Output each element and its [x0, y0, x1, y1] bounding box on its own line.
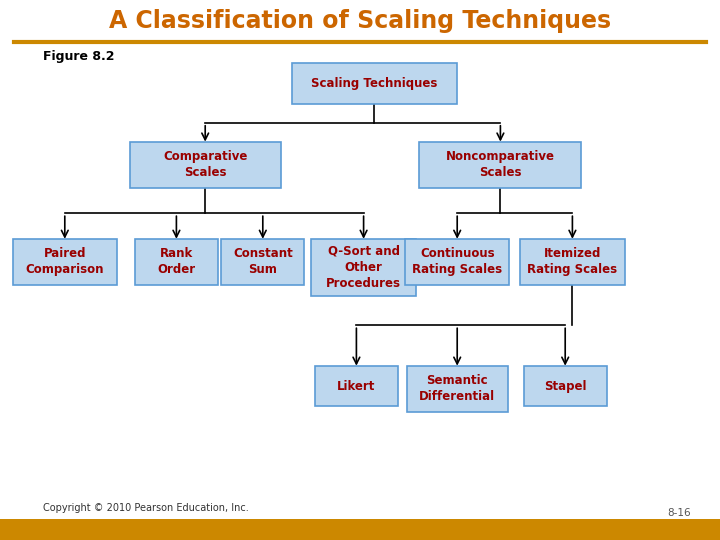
- Text: Continuous
Rating Scales: Continuous Rating Scales: [412, 247, 503, 276]
- FancyBboxPatch shape: [0, 519, 720, 540]
- FancyBboxPatch shape: [315, 366, 397, 407]
- Text: Comparative
Scales: Comparative Scales: [163, 150, 248, 179]
- Text: Figure 8.2: Figure 8.2: [43, 50, 114, 63]
- FancyBboxPatch shape: [524, 366, 606, 407]
- Text: Likert: Likert: [337, 380, 376, 393]
- FancyBboxPatch shape: [405, 239, 510, 285]
- Text: Q-Sort and
Other
Procedures: Q-Sort and Other Procedures: [326, 245, 401, 290]
- Text: Rank
Order: Rank Order: [158, 247, 195, 276]
- FancyBboxPatch shape: [419, 142, 581, 188]
- FancyBboxPatch shape: [407, 366, 508, 411]
- Text: Semantic
Differential: Semantic Differential: [419, 374, 495, 403]
- FancyBboxPatch shape: [292, 64, 457, 104]
- FancyBboxPatch shape: [521, 239, 625, 285]
- FancyBboxPatch shape: [12, 239, 117, 285]
- Text: Paired
Comparison: Paired Comparison: [25, 247, 104, 276]
- FancyBboxPatch shape: [130, 142, 281, 188]
- Text: Copyright © 2010 Pearson Education, Inc.: Copyright © 2010 Pearson Education, Inc.: [43, 503, 249, 512]
- Text: Noncomparative
Scales: Noncomparative Scales: [446, 150, 555, 179]
- Text: Constant
Sum: Constant Sum: [233, 247, 292, 276]
- FancyBboxPatch shape: [135, 239, 217, 285]
- Text: Itemized
Rating Scales: Itemized Rating Scales: [527, 247, 618, 276]
- Text: Stapel: Stapel: [544, 380, 587, 393]
- Text: A Classification of Scaling Techniques: A Classification of Scaling Techniques: [109, 9, 611, 32]
- FancyBboxPatch shape: [222, 239, 304, 285]
- Text: 8-16: 8-16: [667, 508, 691, 518]
- Text: Scaling Techniques: Scaling Techniques: [311, 77, 438, 90]
- FancyBboxPatch shape: [311, 239, 416, 296]
